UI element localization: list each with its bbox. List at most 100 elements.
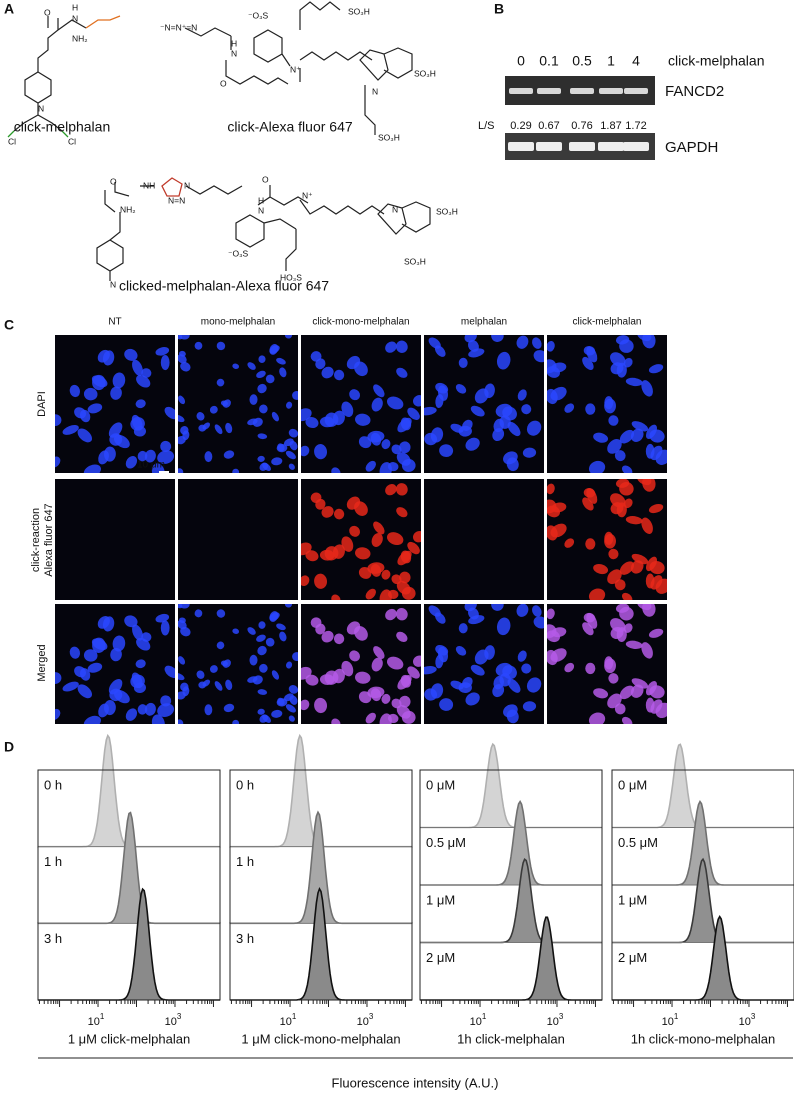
nucleus <box>346 496 361 510</box>
nucleus <box>401 586 416 600</box>
nucleus <box>271 457 283 466</box>
nucleus <box>507 421 521 437</box>
nucleus <box>321 366 334 379</box>
nucleus <box>564 662 575 673</box>
nucleus <box>258 355 266 363</box>
nucleus <box>533 350 544 363</box>
nucleus <box>257 433 268 440</box>
nucleus <box>470 405 485 417</box>
ratio-value: 1.72 <box>625 120 646 132</box>
nucleus <box>413 655 421 667</box>
nucleus <box>407 407 420 420</box>
nucleus <box>259 462 269 471</box>
nucleus <box>257 645 267 656</box>
nucleus <box>83 387 98 401</box>
nucleus <box>182 430 190 441</box>
nucleus <box>62 681 79 692</box>
nucleus <box>391 444 402 455</box>
plot-frame <box>229 769 413 1001</box>
x-tick-label: 101 <box>662 1012 679 1028</box>
atom-label: N <box>258 205 264 215</box>
nucleus <box>314 697 328 714</box>
atom-label: O <box>44 7 51 17</box>
nucleus <box>285 661 293 669</box>
nucleus <box>288 463 295 470</box>
nucleus <box>319 674 335 685</box>
nucleus <box>495 403 513 418</box>
nucleus <box>424 665 437 675</box>
nucleus <box>474 649 489 665</box>
nucleus <box>619 429 635 444</box>
nucleus <box>247 418 258 426</box>
nuclei <box>547 604 667 724</box>
dose-label: 0.1 <box>539 53 559 69</box>
nucleus <box>532 605 542 617</box>
nucleus <box>349 389 360 401</box>
nucleus <box>493 675 505 690</box>
nucleus <box>257 455 265 462</box>
nucleus <box>645 424 657 439</box>
nucleus <box>399 695 411 708</box>
atom-label: NH <box>143 180 155 190</box>
nucleus <box>645 556 657 572</box>
x-axis-label: 1h click-mono-melphalan <box>631 1031 776 1046</box>
nucleus <box>385 483 397 496</box>
nucleus <box>474 388 489 404</box>
nucleus <box>178 620 187 630</box>
row-label: 2 μM <box>618 950 647 965</box>
ratio-value: 0.76 <box>571 120 592 132</box>
nucleus <box>495 662 513 677</box>
nucleus <box>333 369 345 381</box>
nucleus <box>141 368 152 378</box>
nucleus <box>196 670 205 679</box>
nucleus <box>314 444 328 460</box>
nucleus <box>450 680 464 690</box>
nucleus <box>109 433 123 446</box>
atom-label: SO₃H <box>436 206 458 216</box>
nucleus <box>259 714 269 723</box>
nucleus <box>204 704 213 716</box>
panel-label: B <box>494 1 504 17</box>
nucleus <box>132 624 143 641</box>
nucleus <box>465 692 480 706</box>
fancd2-band <box>570 88 594 94</box>
tick-base: 10 <box>165 1016 177 1028</box>
nucleus <box>607 439 622 454</box>
nucleus <box>458 357 468 368</box>
nucleus <box>430 427 444 443</box>
nucleus <box>641 380 653 397</box>
nucleus <box>285 401 293 409</box>
nucleus <box>321 506 334 518</box>
nucleus <box>182 686 190 697</box>
nucleus <box>310 492 322 503</box>
nucleus <box>164 406 175 420</box>
nucleus <box>516 604 529 617</box>
nucleus <box>439 444 454 457</box>
nucleus <box>458 623 468 634</box>
nucleus <box>506 457 519 472</box>
gapdh-band <box>598 142 624 151</box>
panel-label: D <box>4 739 14 755</box>
nucleus <box>585 403 596 415</box>
nucleus <box>259 404 268 414</box>
nucleus <box>178 656 186 665</box>
nucleus <box>614 579 626 591</box>
x-tick-label: 101 <box>280 1012 297 1028</box>
nucleus <box>83 649 98 662</box>
nucleus <box>550 386 567 401</box>
structure-bonds <box>7 1 431 281</box>
nucleus <box>271 411 280 422</box>
nucleus <box>614 450 626 462</box>
gapdh-band <box>623 142 649 151</box>
nucleus <box>209 405 218 414</box>
nucleus <box>371 657 383 672</box>
nucleus <box>381 569 391 580</box>
compound-name: click-melphalan <box>14 119 110 135</box>
nucleus <box>615 604 630 613</box>
nucleus <box>630 428 644 442</box>
micrograph <box>424 479 544 600</box>
nucleus <box>198 681 207 689</box>
nucleus <box>214 681 223 691</box>
atom-label: N <box>392 204 398 214</box>
nucleus <box>399 571 411 584</box>
